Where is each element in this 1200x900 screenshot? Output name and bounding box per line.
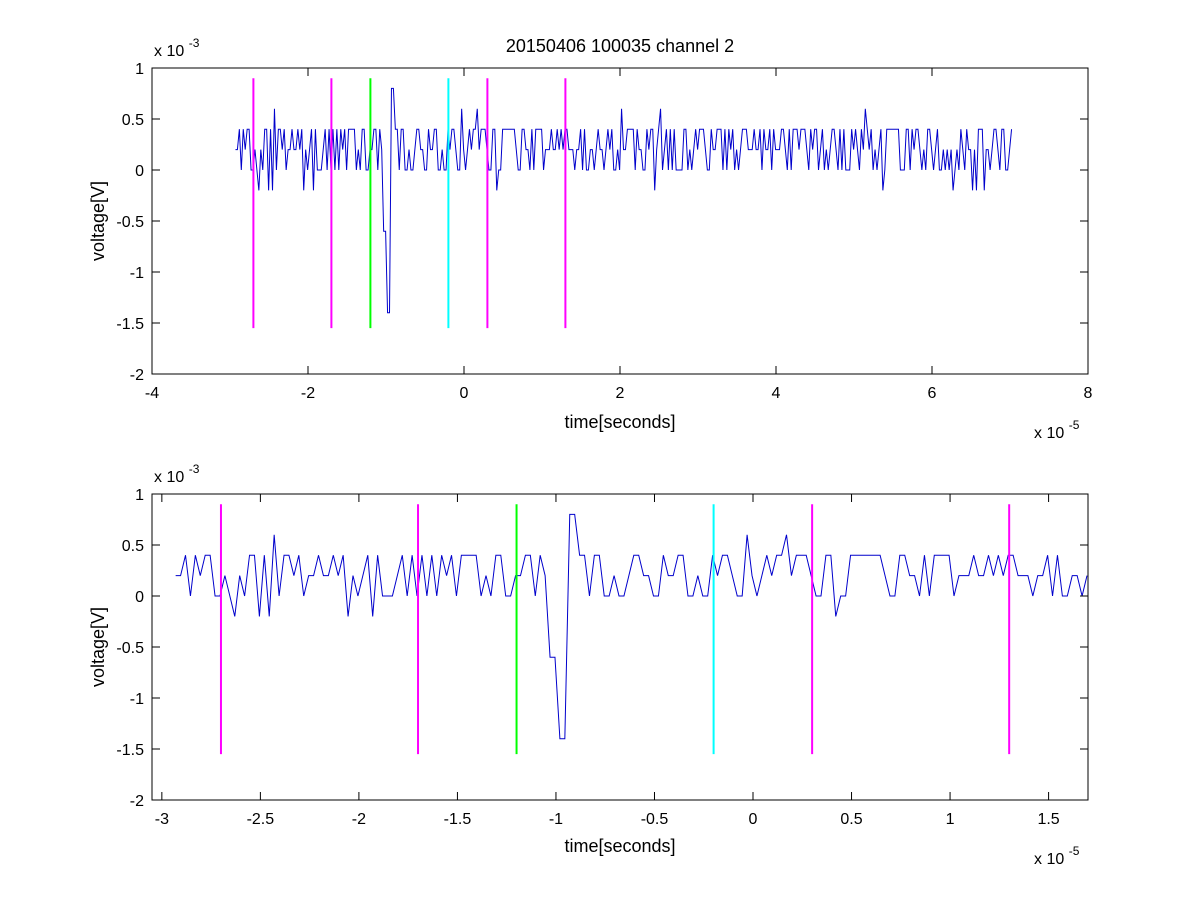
top-plot-xlabel: time[seconds] [564,412,675,432]
top-plot-x-tick-label: 8 [1084,385,1093,402]
bottom-plot-x-tick-label: -2 [352,811,366,828]
bottom-plot: -3 -2.5 -2 -1.5 -1 -0.5 0 0.5 1 1.5 -2 -1.5 -1 -0.5 0 0… [88,462,1089,868]
top-plot-x-tick-label: -2 [301,385,315,402]
bottom-plot-y-tick-label: 0.5 [122,538,144,555]
top-plot-y-scale: x 10 -3 [154,36,200,60]
bottom-plot-x-tick-label: -2.5 [247,811,275,828]
top-plot-y-tick-label: 0.5 [122,112,144,129]
bottom-plot-x-tick-label: -0.5 [641,811,669,828]
top-plot-y-tick-label: -2 [130,367,144,384]
bottom-plot-y-scale-base: x 10 [154,469,184,486]
bottom-plot-x-scale-exp: -5 [1069,844,1080,858]
top-plot-title: 20150406 100035 channel 2 [506,36,734,56]
top-plot-x-scale-base: x 10 [1034,425,1064,442]
bottom-plot-x-tick-label: 0 [749,811,758,828]
top-plot-x-tick-label: 2 [616,385,625,402]
top-plot-y-tick-label: -0.5 [116,214,144,231]
top-plot-x-scale: x 10 -5 [1034,418,1080,442]
bottom-plot-x-tick-label: 1 [946,811,955,828]
top-plot-x-tick-label: 4 [772,385,781,402]
bottom-plot-x-tick-label: 1.5 [1037,811,1059,828]
bottom-plot-y-tick-label: 0 [135,589,144,606]
bottom-plot-y-tick-label: -2 [130,793,144,810]
bottom-plot-ylabel: voltage[V] [88,607,108,687]
top-plot-y-tick-label: 0 [135,163,144,180]
bottom-plot-marks [175,504,1088,755]
bottom-plot-xlabel: time[seconds] [564,836,675,856]
bottom-plot-x-scale: x 10 -5 [1034,844,1080,868]
top-plot-y-scale-base: x 10 [154,43,184,60]
top-plot-x-scale-exp: -5 [1069,418,1080,432]
bottom-plot-y-tick-label: 1 [135,487,144,504]
top-plot-marks [235,78,1013,329]
bottom-plot-signal-line [175,513,1088,740]
top-plot-x-tick-label: 6 [928,385,937,402]
bottom-plot-y-tick-label: -1 [130,691,144,708]
top-plot-y-tick-label: 1 [135,61,144,78]
top-plot-ticks: -4 -2 0 2 4 6 8-2-1.5-1-0.500.51 [116,61,1092,402]
top-plot-ylabel: voltage[V] [88,181,108,261]
top-plot-x-tick-label: -4 [145,385,159,402]
bottom-plot-ticks: -3 -2.5 -2 -1.5 -1 -0.5 0 0.5 1 1.5 -2 -1.5 -1 -0.5 0 0… [116,487,1088,828]
top-plot-y-tick-label: -1.5 [116,316,144,333]
bottom-plot-y-scale: x 10 -3 [154,462,200,486]
bottom-plot-y-tick-label: -1.5 [116,742,144,759]
bottom-plot-x-tick-label: -1.5 [444,811,472,828]
bottom-plot-y-scale-exp: -3 [189,462,200,476]
top-plot: 20150406 100035 channel 2 -4 -2 0 2 4 6 8-2-1.… [88,36,1093,442]
top-plot-x-tick-label: 0 [460,385,469,402]
bottom-plot-y-tick-label: -0.5 [116,640,144,657]
top-plot-signal-line [235,87,1013,314]
bottom-plot-x-tick-label: -3 [155,811,169,828]
top-plot-y-tick-label: -1 [130,265,144,282]
bottom-plot-x-tick-label: 0.5 [840,811,862,828]
top-plot-y-scale-exp: -3 [189,36,200,50]
bottom-plot-x-tick-label: -1 [549,811,563,828]
bottom-plot-x-scale-base: x 10 [1034,851,1064,868]
